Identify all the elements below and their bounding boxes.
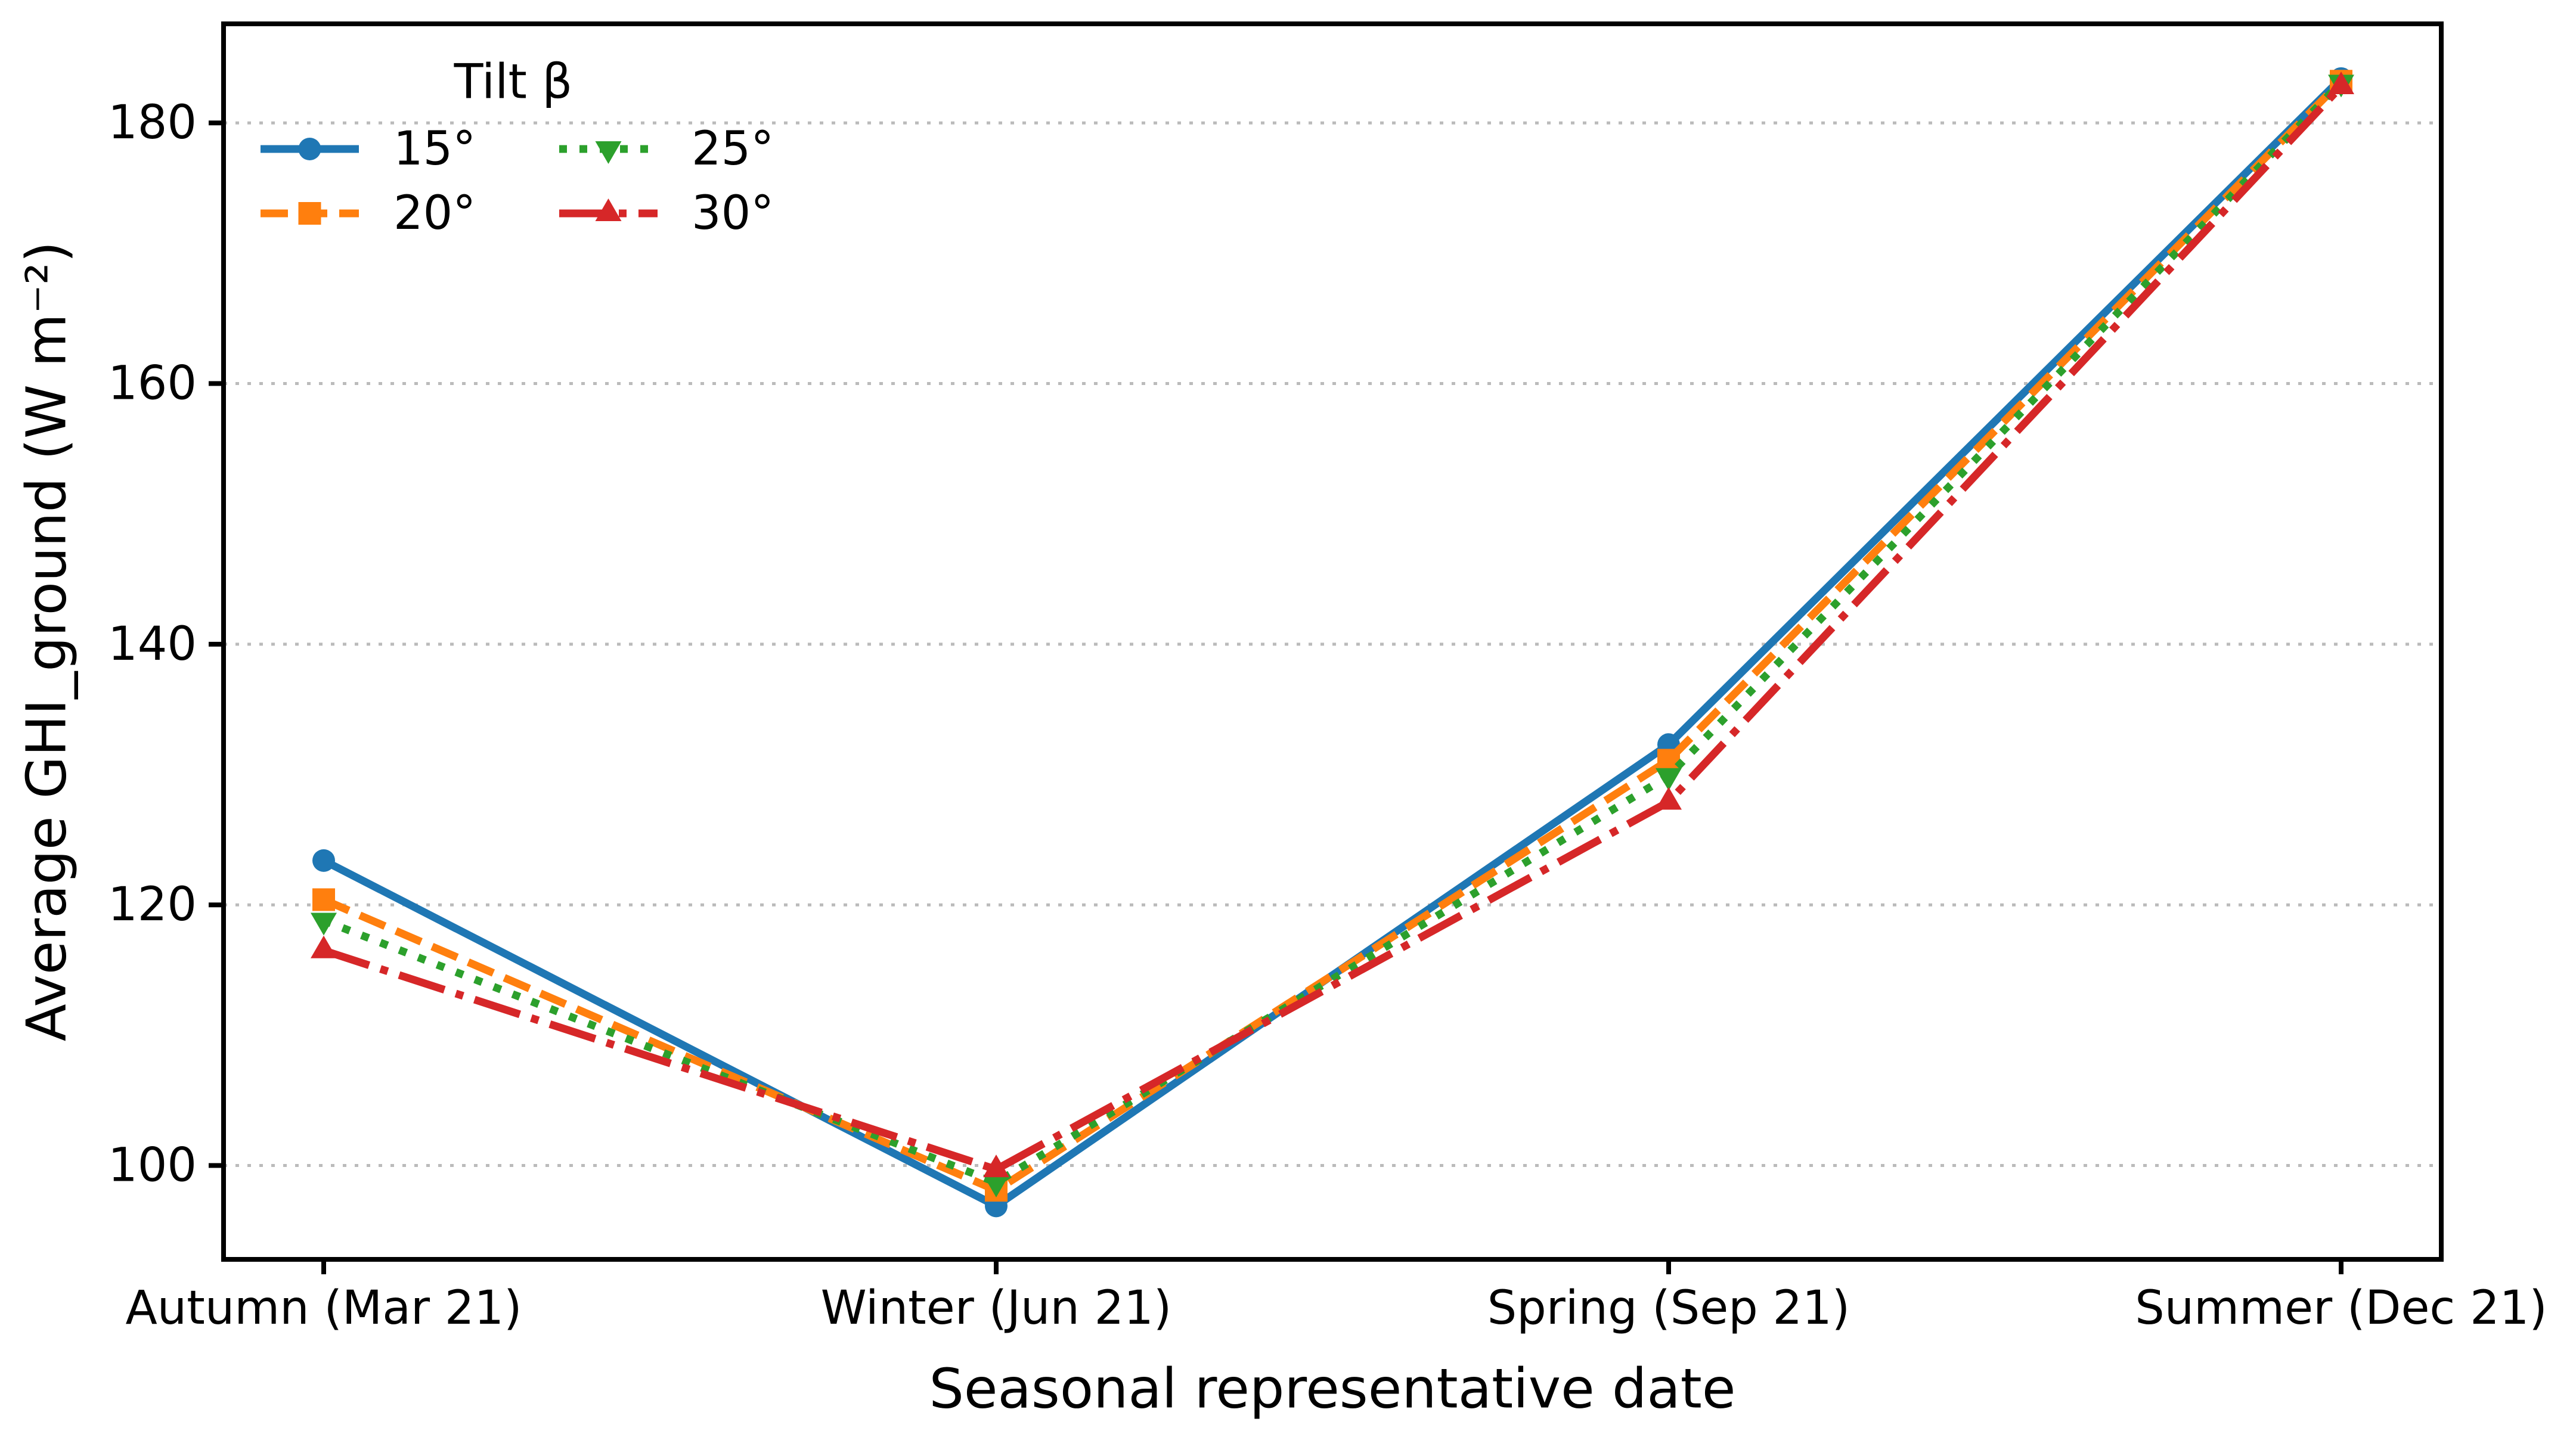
series-15deg [312,67,2352,1218]
y-tick-label: 180 [108,96,197,150]
y-tick-label: 160 [108,357,197,411]
legend-entry-25deg: 25° [559,122,774,176]
marker-triangle-up [311,935,337,958]
marker-triangle-up [1656,787,1682,810]
marker-triangle-down [311,912,337,936]
legend-entry-20deg: 20° [261,187,476,240]
legend-label: 30° [692,187,774,240]
legend-label: 20° [393,187,476,240]
series-line [322,78,2344,1194]
x-tick-label: Spring (Sep 21) [1487,1281,1850,1335]
y-tick-label: 120 [108,878,197,932]
marker-circle [298,138,321,160]
marker-triangle-up [595,198,622,221]
y-tick-label: 140 [108,617,197,671]
marker-square [1657,749,1680,772]
marker-circle [312,849,335,872]
marker-square [312,888,335,911]
legend-entries: 15° 20° 25° 30° [261,122,774,240]
tick-labels: 100 120 140 160 180 Autumn (Mar 21) Winter (Ju… [108,96,2547,1335]
series-line [322,83,2344,1174]
marker-triangle-down [1656,768,1682,791]
x-tick-label: Winter (Jun 21) [821,1281,1172,1335]
x-axis-label: Seasonal representative date [929,1357,1736,1421]
y-axis-label: Average GHI_ground (W m⁻²) [15,241,79,1041]
series-line [322,76,2344,1210]
x-tick-label: Autumn (Mar 21) [125,1281,522,1335]
marker-triangle-up [2328,71,2354,94]
legend-entry-30deg: 30° [559,187,774,240]
marker-triangle-down [595,141,622,164]
marker-triangle-up [983,1154,1009,1178]
series-20deg [312,70,2352,1202]
series-30deg [311,71,2354,1178]
gridlines [224,121,2441,1168]
series-25deg [311,75,2354,1197]
legend-label: 25° [692,122,774,176]
legend: Tilt β 15° 20° 25° 30° [261,54,774,240]
legend-title: Tilt β [454,54,573,110]
plot-border [221,21,2444,1262]
marker-square [298,202,321,225]
y-tick-label: 100 [108,1139,197,1193]
legend-label: 15° [393,122,476,176]
marker-triangle-down [983,1174,1009,1197]
series-line [322,79,2344,1187]
legend-entry-15deg: 15° [261,122,476,176]
axes-layer [209,21,2444,1274]
series-layer [311,67,2354,1218]
x-tick-label: Summer (Dec 21) [2135,1281,2547,1335]
